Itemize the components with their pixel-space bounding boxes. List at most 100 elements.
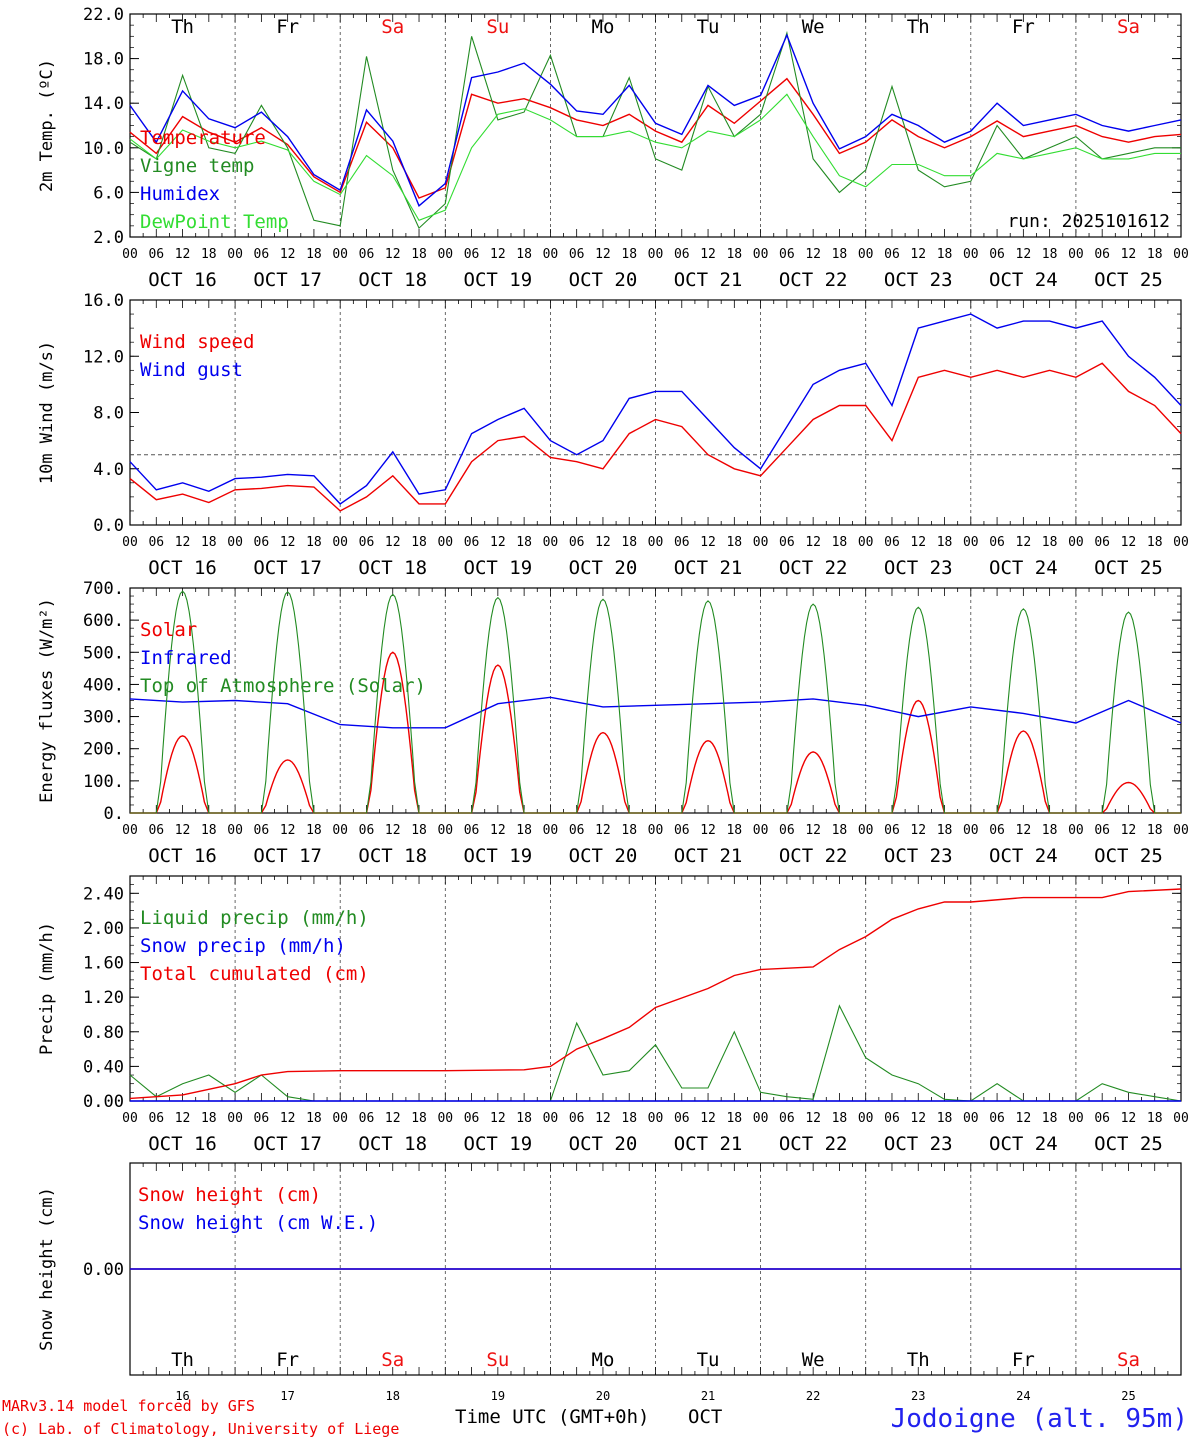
- hour-tick-label: 12: [280, 247, 296, 262]
- ytick-label: 700.: [83, 579, 124, 599]
- hour-tick-label: 06: [779, 535, 795, 550]
- hour-tick-label: 06: [254, 247, 270, 262]
- hour-tick-label: 18: [516, 247, 532, 262]
- date-label: OCT 20: [569, 557, 638, 579]
- hour-tick-label: 00: [1173, 823, 1189, 838]
- hour-tick-label: 12: [805, 535, 821, 550]
- hour-tick-label: 12: [700, 823, 716, 838]
- hour-tick-label: 00: [858, 247, 874, 262]
- date-label: OCT 22: [779, 557, 848, 579]
- hour-tick-label: 06: [884, 247, 900, 262]
- hour-tick-label: 00: [227, 1111, 243, 1126]
- ytick-label: 100.: [83, 772, 124, 792]
- legend-entry: Snow height (cm W.E.): [138, 1212, 378, 1234]
- ytick-label: 0.: [104, 804, 124, 824]
- series-line: [129, 77, 1182, 199]
- hour-tick-label: 12: [1121, 247, 1137, 262]
- hour-tick-label: 18: [832, 1111, 848, 1126]
- hour-tick-label: 00: [122, 535, 138, 550]
- ytick-label: 400.: [83, 675, 124, 695]
- hour-tick-label: 12: [490, 1111, 506, 1126]
- hour-tick-label: 18: [1147, 535, 1163, 550]
- hour-tick-label: 12: [700, 1111, 716, 1126]
- date-label: OCT 22: [779, 845, 848, 867]
- ytick-label: 14.0: [83, 94, 124, 114]
- ytick-label: 500.: [83, 643, 124, 663]
- weekday-label: Fr: [276, 1349, 299, 1371]
- hour-tick-label: 18: [937, 823, 953, 838]
- date-label: OCT 22: [779, 1133, 848, 1155]
- hour-tick-label: 18: [1042, 1111, 1058, 1126]
- date-label: OCT 24: [989, 1133, 1058, 1155]
- day-number-label: 20: [596, 1389, 610, 1403]
- ytick-label: 18.0: [83, 50, 124, 70]
- hour-tick-label: 12: [1121, 823, 1137, 838]
- ytick-label: 300.: [83, 708, 124, 728]
- hour-tick-label: 12: [595, 1111, 611, 1126]
- hour-tick-label: 12: [1121, 1111, 1137, 1126]
- hour-tick-label: 00: [227, 535, 243, 550]
- weekday-label: Fr: [1012, 16, 1035, 38]
- weekday-label: Th: [907, 1349, 930, 1371]
- hour-tick-label: 18: [832, 823, 848, 838]
- hour-tick-label: 18: [306, 247, 322, 262]
- hour-tick-label: 18: [621, 1111, 637, 1126]
- hour-tick-label: 06: [569, 535, 585, 550]
- day-number-label: 16: [175, 1389, 189, 1403]
- panel-frame: [129, 587, 1182, 814]
- series-line: [129, 362, 1182, 512]
- hour-tick-label: 00: [437, 1111, 453, 1126]
- hour-tick-label: 18: [621, 823, 637, 838]
- hour-tick-label: 06: [359, 535, 375, 550]
- series-line: [129, 696, 1182, 729]
- hour-tick-label: 12: [280, 1111, 296, 1126]
- hour-tick-label: 00: [227, 823, 243, 838]
- date-label: OCT 20: [569, 1133, 638, 1155]
- legend-entry: DewPoint Temp: [140, 211, 289, 233]
- hour-tick-label: 06: [569, 823, 585, 838]
- weekday-label: Sa: [1117, 1349, 1140, 1371]
- location-title: Jodoigne (alt. 95m): [891, 1404, 1188, 1434]
- hour-tick-label: 12: [175, 535, 191, 550]
- hour-tick-label: 06: [254, 1111, 270, 1126]
- weekday-label: Th: [907, 16, 930, 38]
- hour-tick-label: 12: [910, 823, 926, 838]
- hour-tick-label: 12: [1016, 247, 1032, 262]
- hour-tick-label: 12: [805, 823, 821, 838]
- hour-tick-label: 06: [674, 535, 690, 550]
- weekday-label: Mo: [592, 1349, 615, 1371]
- weekday-label: Su: [486, 1349, 509, 1371]
- hour-tick-label: 00: [753, 535, 769, 550]
- ylabel: 2m Temp. (ºC): [37, 59, 57, 192]
- date-label: OCT 18: [358, 557, 427, 579]
- ytick-label: 0.80: [83, 1023, 124, 1043]
- hour-tick-label: 00: [122, 1111, 138, 1126]
- hour-tick-label: 06: [674, 1111, 690, 1126]
- text-layer: 2.0 6.0 10.0 14.0 18.0 22.0 2m Temp. (ºC) Tempe…: [37, 5, 1189, 1403]
- hour-tick-label: 18: [306, 535, 322, 550]
- hour-tick-label: 00: [858, 823, 874, 838]
- weekday-label: Sa: [1117, 16, 1140, 38]
- date-label: OCT 17: [253, 269, 322, 291]
- hour-tick-label: 12: [175, 1111, 191, 1126]
- date-label: OCT 18: [358, 269, 427, 291]
- hour-tick-label: 06: [148, 247, 164, 262]
- legend-entry: Solar: [140, 619, 197, 641]
- hour-tick-label: 06: [989, 1111, 1005, 1126]
- weekday-label: Tu: [697, 1349, 720, 1371]
- hour-tick-label: 18: [726, 247, 742, 262]
- hour-tick-label: 12: [595, 535, 611, 550]
- hour-tick-label: 06: [148, 535, 164, 550]
- hour-tick-label: 18: [411, 247, 427, 262]
- weekday-label: Sa: [381, 16, 404, 38]
- hour-tick-label: 06: [148, 823, 164, 838]
- ylabel: 10m Wind (m/s): [37, 341, 57, 484]
- hour-tick-label: 00: [753, 823, 769, 838]
- date-label: OCT 22: [779, 269, 848, 291]
- hour-tick-label: 06: [254, 823, 270, 838]
- series-line: [129, 30, 1181, 230]
- hour-tick-label: 00: [543, 247, 559, 262]
- date-label: OCT 25: [1094, 845, 1163, 867]
- hour-tick-label: 00: [1173, 247, 1189, 262]
